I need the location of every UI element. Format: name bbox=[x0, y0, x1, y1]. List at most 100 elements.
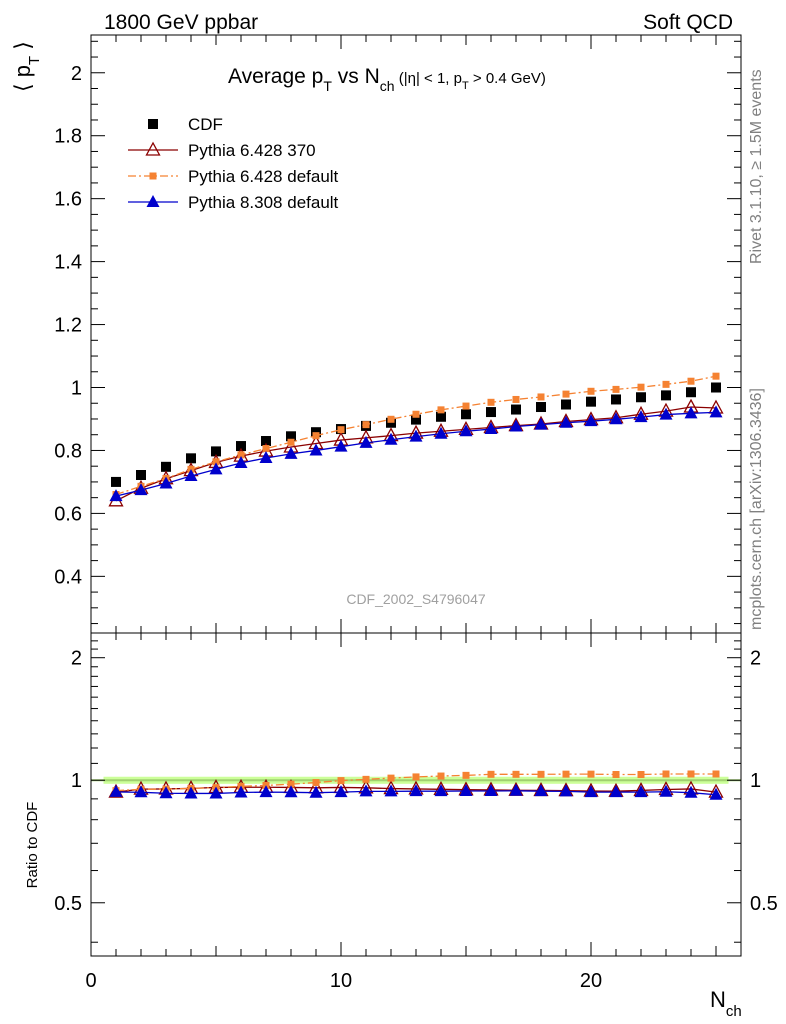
ratio-data-point bbox=[509, 783, 523, 796]
main-data-point bbox=[487, 398, 495, 406]
ratio-data-point bbox=[109, 784, 123, 797]
main-data-point bbox=[661, 390, 671, 401]
main-data-point bbox=[586, 396, 596, 407]
ratio-data-point bbox=[687, 770, 695, 778]
legend-entry: CDF bbox=[148, 115, 223, 134]
main-data-point bbox=[387, 415, 395, 423]
main-data-point bbox=[659, 407, 673, 420]
ratio-y-tick-label-right: 2 bbox=[750, 648, 761, 670]
main-series-pythia-8-308-default bbox=[109, 405, 723, 502]
ratio-data-point bbox=[584, 785, 598, 798]
ratio-data-point bbox=[684, 785, 698, 798]
main-data-point bbox=[709, 405, 723, 418]
main-plot-title: Average pT vs Nch (|η| < 1, pT > 0.4 GeV… bbox=[228, 65, 546, 94]
main-data-point bbox=[384, 432, 398, 445]
mcplots-info: mcplots.cern.ch [arXiv:1306.3436] bbox=[748, 388, 765, 630]
ratio-data-point bbox=[659, 784, 673, 797]
main-data-point bbox=[684, 406, 698, 419]
ratio-y-tick-label: 2 bbox=[71, 648, 82, 670]
ratio-data-point bbox=[484, 783, 498, 796]
main-data-point bbox=[587, 387, 595, 395]
main-y-tick-label: 1.4 bbox=[54, 252, 82, 274]
main-y-tick-label: 0.6 bbox=[54, 503, 82, 525]
ratio-data-point bbox=[512, 770, 520, 778]
ratio-data-point bbox=[462, 771, 470, 779]
ratio-data-point bbox=[184, 786, 198, 799]
ratio-y-tick-label: 0.5 bbox=[54, 893, 82, 915]
main-data-point bbox=[559, 415, 573, 428]
main-data-point bbox=[262, 445, 270, 453]
legend: CDF Pythia 6.428 370 Pythia 6.428 default P… bbox=[128, 115, 339, 212]
main-y-axis-label: ⟨ pT ⟩ bbox=[10, 41, 43, 92]
main-data-point bbox=[712, 372, 720, 380]
main-data-point bbox=[511, 404, 521, 415]
legend-label: Pythia 6.428 370 bbox=[188, 141, 316, 160]
main-data-point bbox=[359, 435, 373, 448]
x-tick-label: 10 bbox=[330, 970, 352, 992]
ratio-data-point bbox=[159, 786, 173, 799]
ratio-data-point bbox=[409, 784, 423, 797]
legend-marker bbox=[145, 141, 161, 156]
ratio-data-point bbox=[712, 770, 720, 778]
legend-label: Pythia 6.428 default bbox=[188, 167, 339, 186]
main-data-point bbox=[536, 402, 546, 413]
main-data-point bbox=[186, 453, 196, 464]
ratio-data-point bbox=[534, 784, 548, 797]
main-data-point bbox=[509, 419, 523, 432]
main-data-point bbox=[136, 470, 146, 481]
main-data-point bbox=[434, 426, 448, 439]
main-data-point bbox=[411, 414, 421, 425]
legend-marker bbox=[148, 119, 158, 129]
main-y-tick-label: 1.8 bbox=[54, 126, 82, 148]
ratio-data-point bbox=[337, 777, 345, 785]
ratio-data-point bbox=[637, 770, 645, 778]
main-data-point bbox=[584, 414, 598, 427]
legend-marker bbox=[146, 195, 160, 207]
main-data-point bbox=[611, 394, 621, 405]
main-data-point bbox=[337, 426, 345, 434]
main-y-tick-label: 0.8 bbox=[54, 440, 82, 462]
main-data-point bbox=[486, 407, 496, 418]
main-data-point bbox=[612, 385, 620, 393]
main-data-point bbox=[111, 476, 121, 487]
main-y-tick-label: 1.6 bbox=[54, 189, 82, 211]
main-data-point bbox=[287, 438, 295, 446]
main-data-point bbox=[309, 443, 323, 456]
main-data-point bbox=[412, 410, 420, 418]
legend-entry: Pythia 8.308 default bbox=[128, 193, 339, 212]
main-data-point bbox=[637, 383, 645, 391]
main-data-point bbox=[711, 382, 721, 393]
main-data-point bbox=[461, 409, 471, 420]
ratio-data-point bbox=[334, 785, 348, 798]
ratio-data-point bbox=[437, 772, 445, 780]
main-data-point bbox=[537, 393, 545, 401]
ratio-data-point bbox=[309, 785, 323, 798]
main-data-point bbox=[236, 441, 246, 452]
ratio-data-point bbox=[709, 787, 723, 800]
main-data-point bbox=[261, 436, 271, 447]
ratio-data-point bbox=[562, 770, 570, 778]
main-data-point bbox=[687, 377, 695, 385]
ratio-data-point bbox=[559, 784, 573, 797]
x-tick-label: 20 bbox=[580, 970, 602, 992]
main-y-tick-label: 1.2 bbox=[54, 315, 82, 337]
main-data-point bbox=[562, 390, 570, 398]
main-data-point bbox=[561, 399, 571, 410]
main-data-point bbox=[334, 439, 348, 452]
ratio-data-point bbox=[312, 779, 320, 787]
main-data-point bbox=[284, 446, 298, 459]
legend-label: CDF bbox=[188, 115, 223, 134]
header-category: Soft QCD bbox=[643, 11, 733, 34]
ratio-data-point bbox=[234, 785, 248, 798]
ratio-y-tick-label-right: 0.5 bbox=[750, 893, 778, 915]
ratio-y-axis-label: Ratio to CDF bbox=[24, 802, 41, 889]
x-axis-label: Nch bbox=[710, 987, 742, 1020]
ratio-data-point bbox=[609, 785, 623, 798]
ratio-data-point bbox=[487, 770, 495, 778]
main-data-point bbox=[237, 451, 245, 459]
legend-label: Pythia 8.308 default bbox=[188, 193, 339, 212]
main-data-point bbox=[636, 392, 646, 403]
ratio-data-point bbox=[662, 770, 670, 778]
main-data-point bbox=[134, 483, 148, 496]
